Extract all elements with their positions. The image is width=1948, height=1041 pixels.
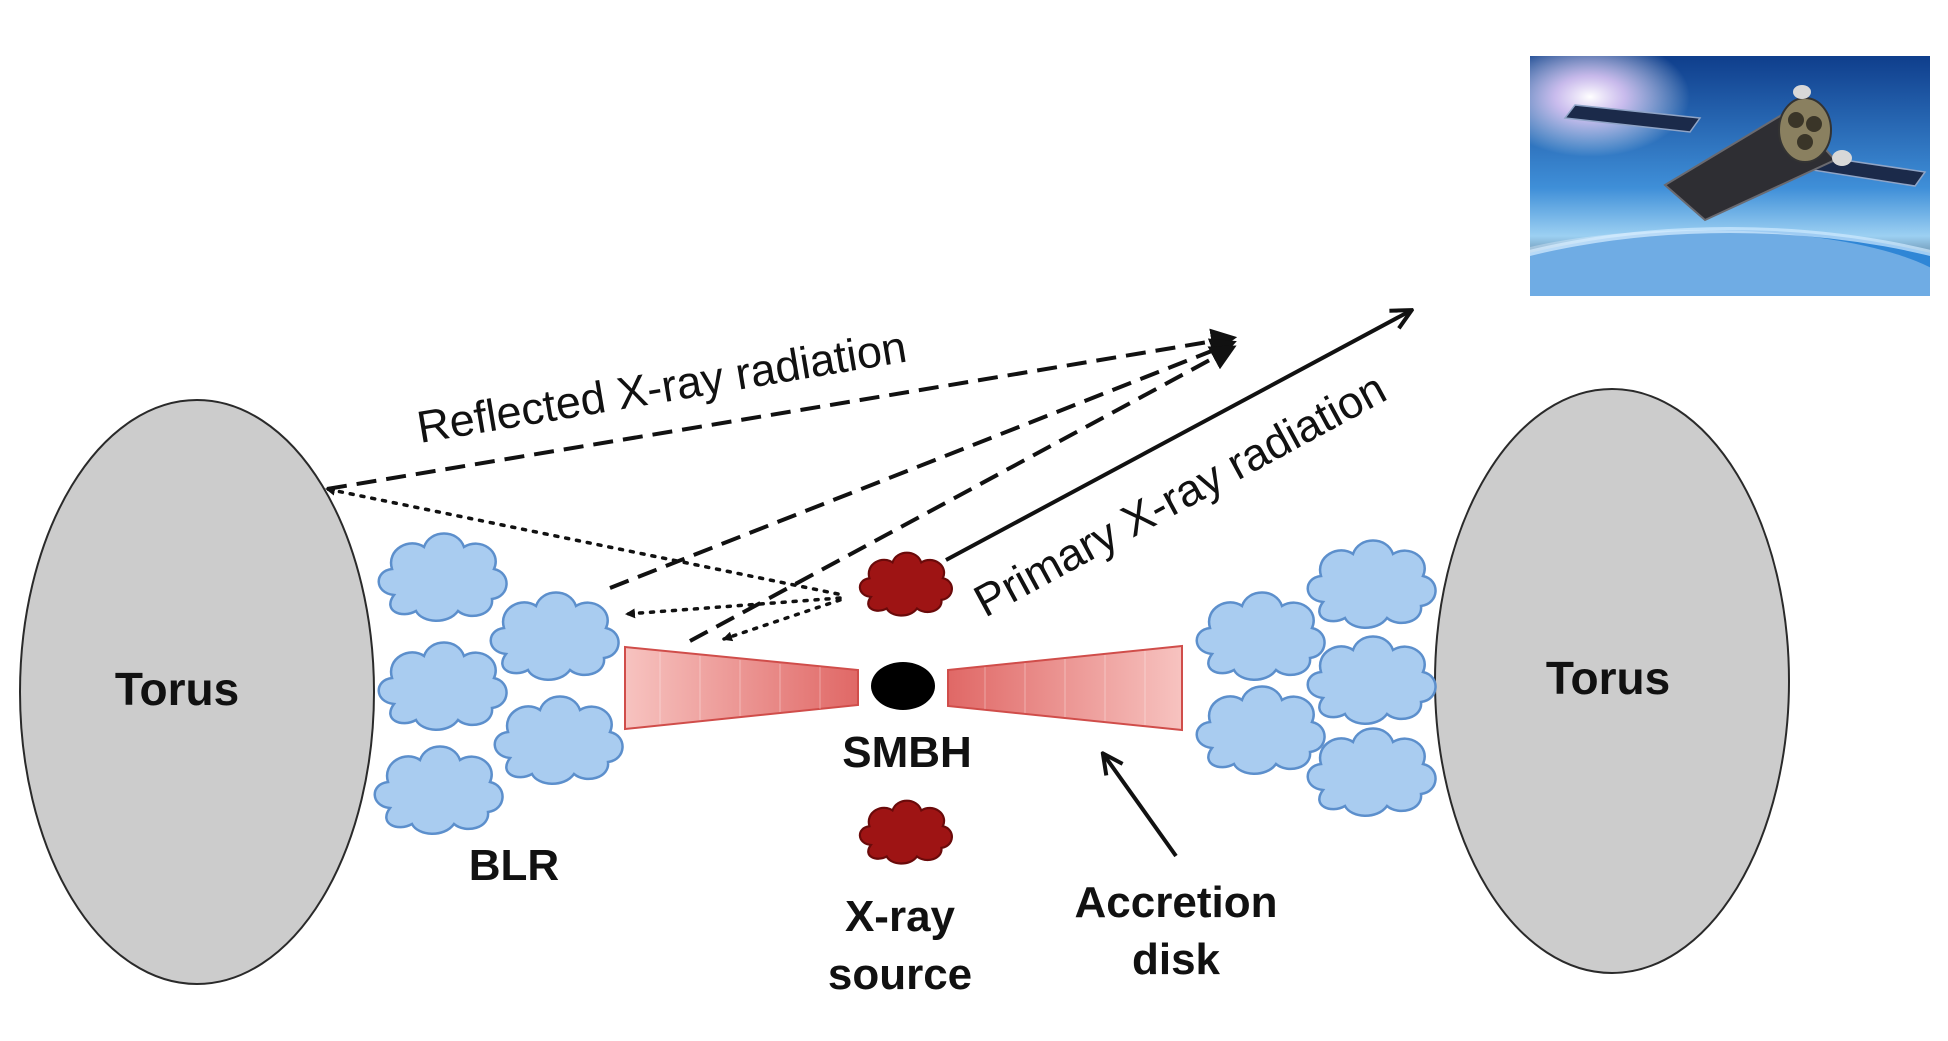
accretion-pointer-arrow — [1104, 755, 1178, 858]
reflected-arrow-blr — [609, 338, 1237, 590]
xray-source-top — [858, 551, 953, 617]
accretion-disk-label-line1: Accretion — [1075, 878, 1278, 927]
blr-clouds-right — [1195, 539, 1437, 818]
smbh-blackhole — [871, 662, 935, 710]
xray-source-label-line2: source — [828, 950, 972, 999]
smbh-label: SMBH — [842, 728, 972, 777]
xray-source-label-line1: X-ray — [845, 892, 956, 941]
xray-source-bottom — [858, 799, 953, 865]
torus-left — [19, 399, 375, 985]
torus-right-label: Torus — [1546, 652, 1670, 704]
reflected-arrow-torus — [326, 328, 1238, 491]
accretion-disk — [624, 644, 1183, 732]
blr-label: BLR — [469, 841, 559, 890]
dotted-arrows — [325, 485, 842, 642]
satellite-icon — [1563, 85, 1927, 222]
reflected-arrows — [326, 328, 1238, 643]
accretion-disk-label-line2: disk — [1132, 935, 1221, 984]
dotted-arrow-to-torus — [325, 485, 840, 596]
reflected-arrow-disk — [689, 345, 1237, 643]
torus-left-label: Torus — [115, 663, 239, 715]
dotted-arrow-to-blr — [625, 596, 842, 619]
blr-clouds-left — [373, 532, 624, 836]
primary-arrow — [945, 311, 1410, 562]
dotted-arrow-to-disk — [722, 598, 842, 642]
satellite-photo — [1530, 56, 1930, 296]
